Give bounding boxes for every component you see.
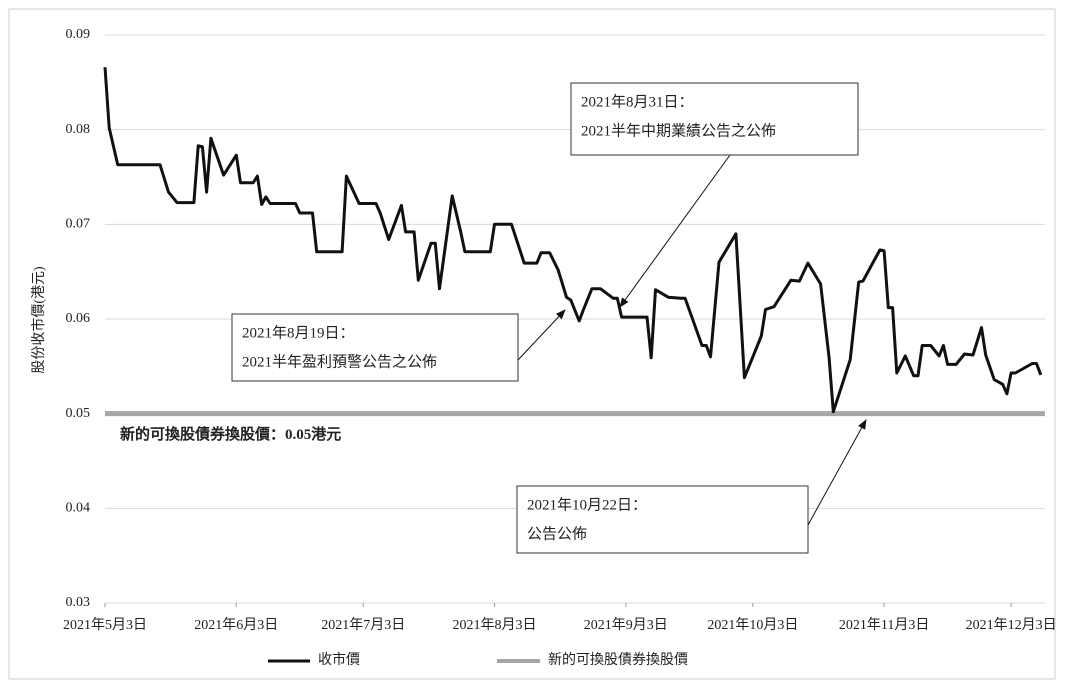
annotation-arrow: [807, 419, 867, 526]
chart-border: [8, 8, 1056, 680]
x-tick-label: 2021年10月3日: [707, 617, 798, 633]
x-tick-label: 2021年5月3日: [63, 617, 147, 633]
annotation-text: 公告公佈: [527, 525, 587, 542]
annotation-text: 2021年8月19日：: [242, 324, 355, 341]
x-tick-label: 2021年6月3日: [194, 617, 278, 633]
annotation-box: [570, 82, 859, 156]
x-tick-label: 2021年7月3日: [321, 617, 405, 633]
y-tick-label: 0.09: [66, 27, 91, 42]
y-tick-label: 0.07: [66, 217, 91, 232]
y-tick-label: 0.03: [66, 595, 91, 610]
y-axis-label: 股份收市價(港元): [30, 266, 47, 374]
annotation-text: 2021年8月31日：: [581, 93, 694, 110]
price-line: [103, 67, 1043, 414]
annotation-text: 2021半年中期業績公告之公佈: [581, 122, 776, 139]
annotation-box: [516, 485, 809, 554]
annotation-arrow: [619, 154, 731, 308]
legend-label: 新的可換股債券換股價: [548, 651, 688, 668]
legend-label: 收市價: [318, 651, 360, 668]
y-tick-label: 0.04: [66, 501, 91, 516]
reference-label: 新的可換股債券換股價：0.05港元: [120, 425, 341, 443]
x-tick-label: 2021年12月3日: [966, 617, 1057, 633]
annotation-arrow: [517, 309, 566, 361]
annotation-text: 2021半年盈利預警公告之公佈: [242, 353, 437, 370]
x-tick-label: 2021年8月3日: [453, 617, 537, 633]
annotation-text: 2021年10月22日：: [527, 496, 647, 513]
x-tick-label: 2021年9月3日: [584, 617, 668, 633]
y-tick-label: 0.08: [66, 122, 91, 137]
annotation-box: [231, 313, 519, 382]
y-tick-label: 0.05: [66, 406, 91, 421]
y-tick-label: 0.06: [66, 311, 91, 326]
x-tick-label: 2021年11月3日: [839, 617, 929, 633]
